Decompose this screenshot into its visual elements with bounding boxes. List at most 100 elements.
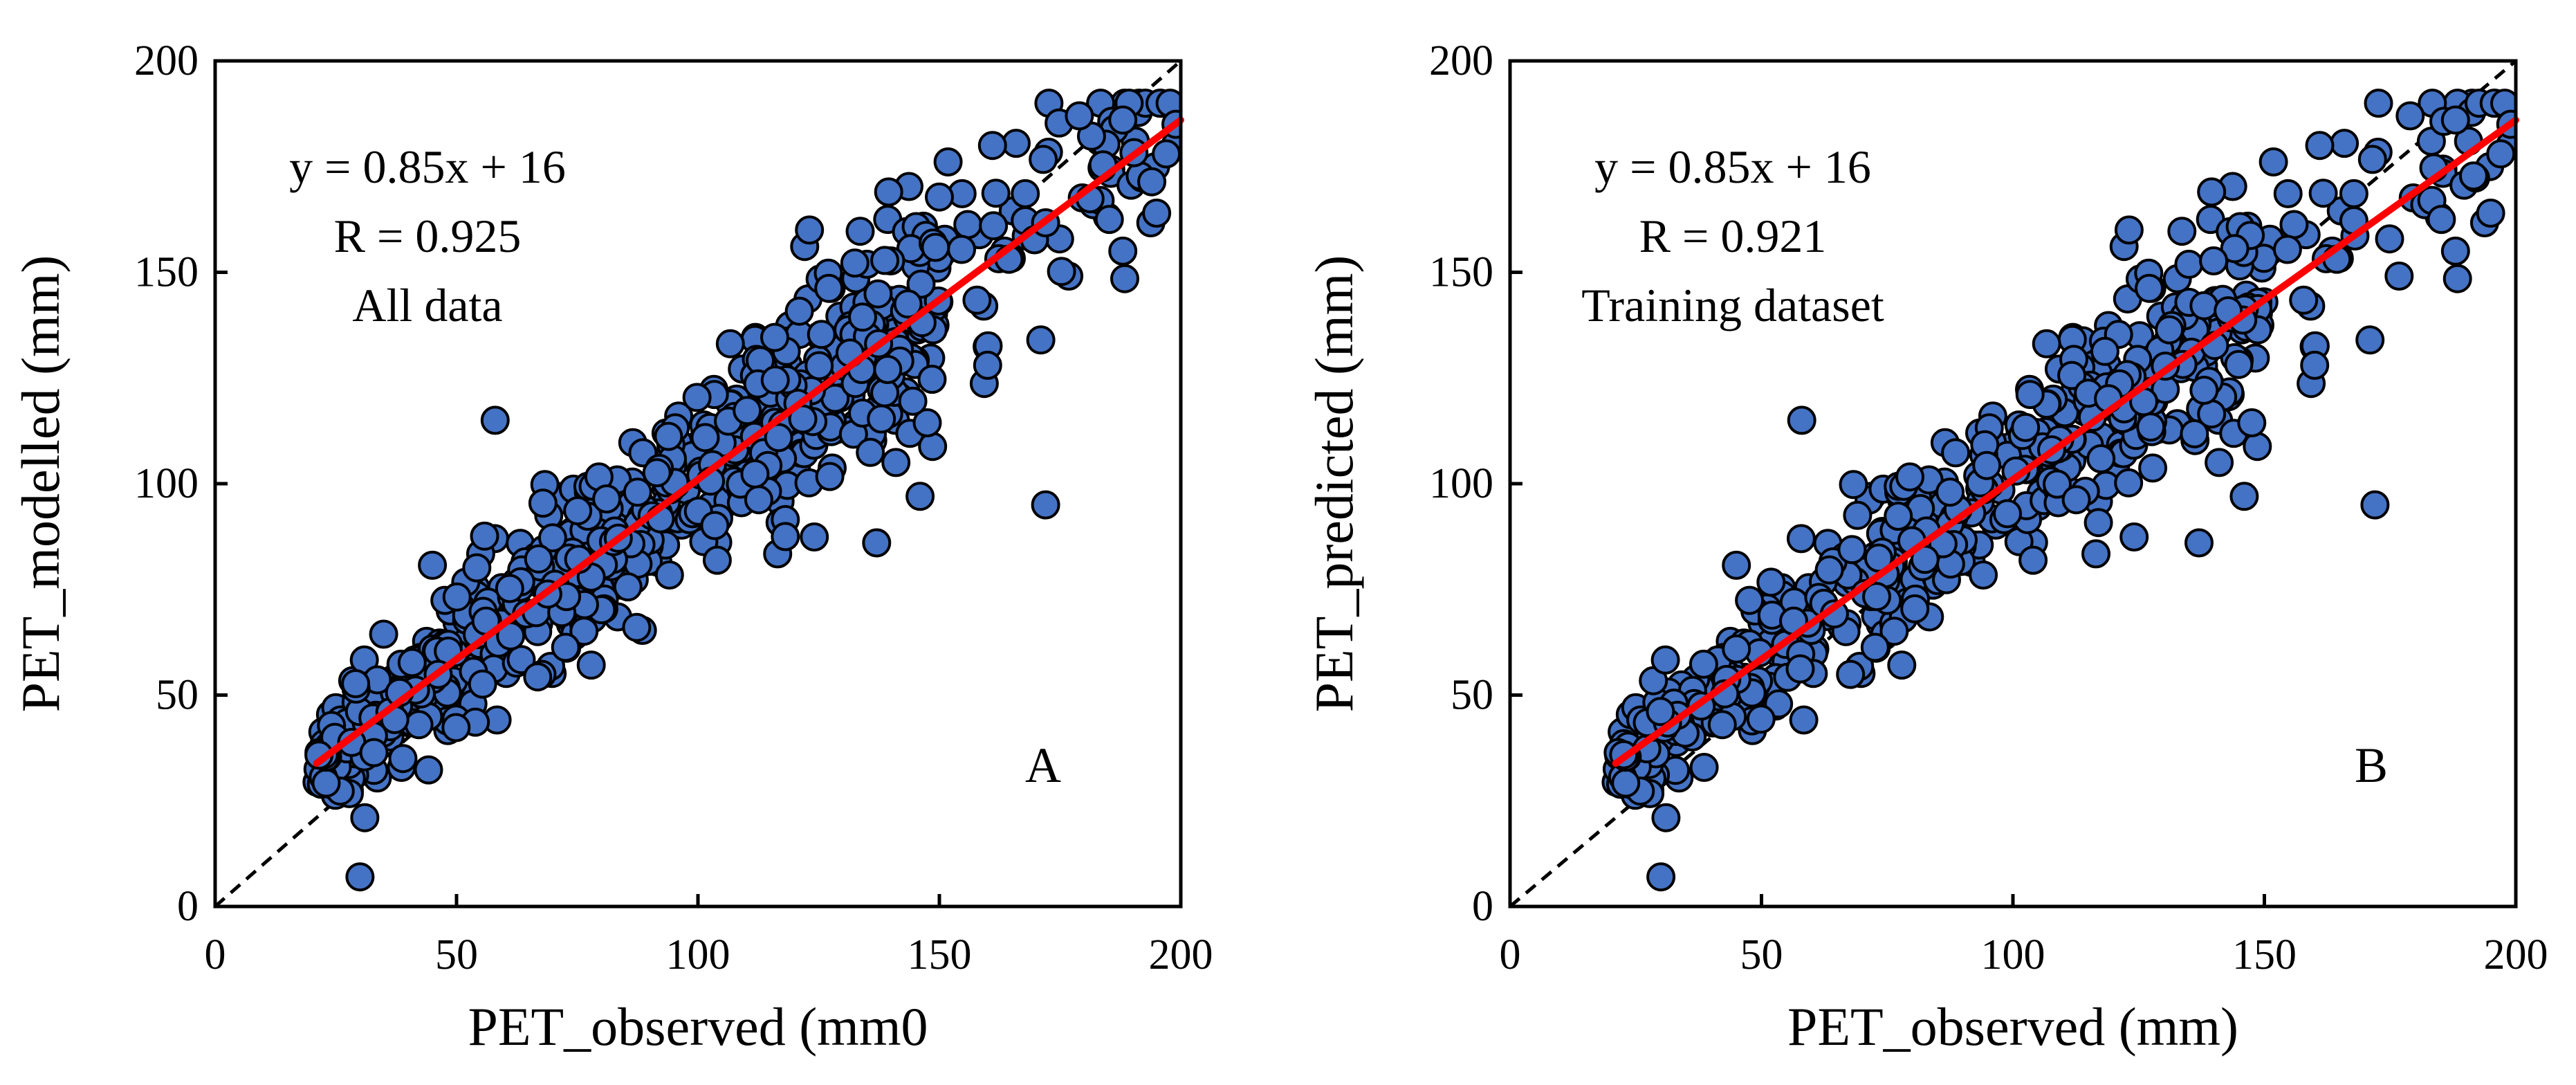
scatter-point	[524, 544, 553, 574]
scatter-point	[592, 484, 622, 513]
scatter-point	[2305, 131, 2335, 161]
scatter-point	[654, 421, 683, 451]
scatter-point	[1895, 462, 1924, 492]
scatter-point	[2486, 139, 2516, 169]
scatter-point	[2440, 105, 2470, 135]
scatter-point	[2440, 236, 2470, 266]
scatter-point	[1843, 500, 1873, 530]
x-tick-label: 0	[205, 931, 226, 978]
scatter-point	[462, 553, 492, 583]
scatter-point	[867, 404, 896, 434]
scatter-point	[528, 489, 558, 518]
scatter-point	[795, 215, 825, 245]
scatter-point	[906, 269, 936, 299]
scatter-point	[2081, 539, 2110, 569]
scatter-point	[898, 386, 928, 416]
scatter-point	[740, 459, 770, 489]
scatter-point	[2197, 399, 2227, 429]
scatter-point	[480, 405, 510, 435]
scatter-point	[2476, 199, 2505, 228]
x-axis-title: PET_observed (mm)	[1787, 996, 2238, 1057]
scatter-point	[1884, 502, 1913, 531]
scatter-point	[1993, 499, 2022, 529]
scatter-point	[1746, 704, 1776, 734]
scatter-point	[2197, 177, 2227, 207]
x-tick-label: 150	[2232, 931, 2297, 978]
scatter-point	[788, 404, 818, 434]
scatter-point	[700, 511, 730, 540]
x-tick-label: 200	[1149, 931, 1213, 978]
regression-line	[1612, 116, 2519, 767]
scatter-point	[1722, 634, 1751, 664]
y-tick-label: 0	[1472, 883, 1493, 930]
scatter-point	[1756, 567, 1786, 597]
scatter-point	[2189, 376, 2219, 405]
scatter-point	[1651, 803, 1681, 832]
scatter-point	[2086, 444, 2116, 473]
scatter-point	[1142, 199, 1172, 228]
scatter-point	[2174, 249, 2204, 279]
scatter-point	[1789, 705, 1819, 735]
scatter-point	[2427, 205, 2456, 235]
y-axis-title: PET_predicted (mm)	[1304, 255, 1364, 713]
scatter-point	[2011, 412, 2041, 442]
scatter-point	[979, 211, 1009, 241]
scatter-point	[2090, 336, 2119, 366]
scatter-point	[441, 713, 471, 742]
scatter-point	[311, 768, 341, 798]
scatter-points	[1601, 89, 2516, 892]
scatter-point	[815, 462, 845, 491]
scatter-point	[848, 302, 877, 332]
scatter-point	[2357, 145, 2387, 174]
scatter-point	[1900, 594, 1930, 623]
scatter-point	[404, 710, 434, 740]
scatter-point	[845, 217, 875, 246]
scatter-point	[1137, 167, 1167, 197]
scatter-point	[1108, 236, 1138, 266]
scatter-point	[418, 550, 448, 580]
scatter-point	[1002, 129, 1031, 158]
chart-annotation: Training dataset	[1581, 279, 1884, 331]
scatter-point	[1646, 697, 1675, 727]
scatter-point	[2015, 380, 2045, 410]
scatter-point	[1047, 257, 1076, 286]
scatter-point	[682, 383, 712, 412]
scatter-point	[1860, 632, 1890, 662]
scatter-point	[345, 862, 375, 892]
scatter-point	[1108, 105, 1138, 135]
scatter-point	[1837, 535, 1867, 565]
scatter-point	[2138, 453, 2168, 483]
panel-label: A	[1025, 738, 1061, 793]
scatter-point	[981, 179, 1011, 208]
y-tick-label: 50	[1451, 672, 1493, 719]
y-tick-label: 150	[1429, 249, 1493, 296]
scatter-point	[1689, 649, 1718, 679]
x-axis-title: PET_observed (mm0	[468, 996, 928, 1057]
scatter-point	[840, 248, 870, 278]
scatter-point	[2032, 329, 2061, 358]
scatter-point	[2018, 545, 2048, 575]
scatter-point	[623, 477, 652, 507]
scatter-point	[2199, 246, 2229, 275]
y-tick-label: 0	[177, 883, 199, 930]
scatter-point	[2289, 285, 2319, 315]
chart-annotation: R = 0.925	[334, 210, 522, 262]
chart-annotation: R = 0.921	[1639, 210, 1827, 262]
scatter-point	[1935, 477, 1965, 507]
scatter-point	[2395, 101, 2425, 131]
scatter-point	[350, 803, 380, 832]
scatter-point	[921, 232, 950, 262]
scatter-point	[2243, 432, 2272, 462]
scatter-point	[870, 246, 900, 275]
y-tick-label: 100	[1429, 460, 1493, 507]
scatter-point	[1814, 555, 1844, 585]
scatter-point	[933, 147, 963, 176]
scatter-point	[2155, 315, 2184, 345]
scatter-point	[654, 560, 684, 590]
scatter-point	[1722, 550, 1751, 580]
scatter-point	[1887, 650, 1917, 680]
y-tick-label: 50	[156, 672, 199, 719]
scatter-point	[1689, 753, 1719, 782]
scatter-point	[1785, 654, 1815, 684]
